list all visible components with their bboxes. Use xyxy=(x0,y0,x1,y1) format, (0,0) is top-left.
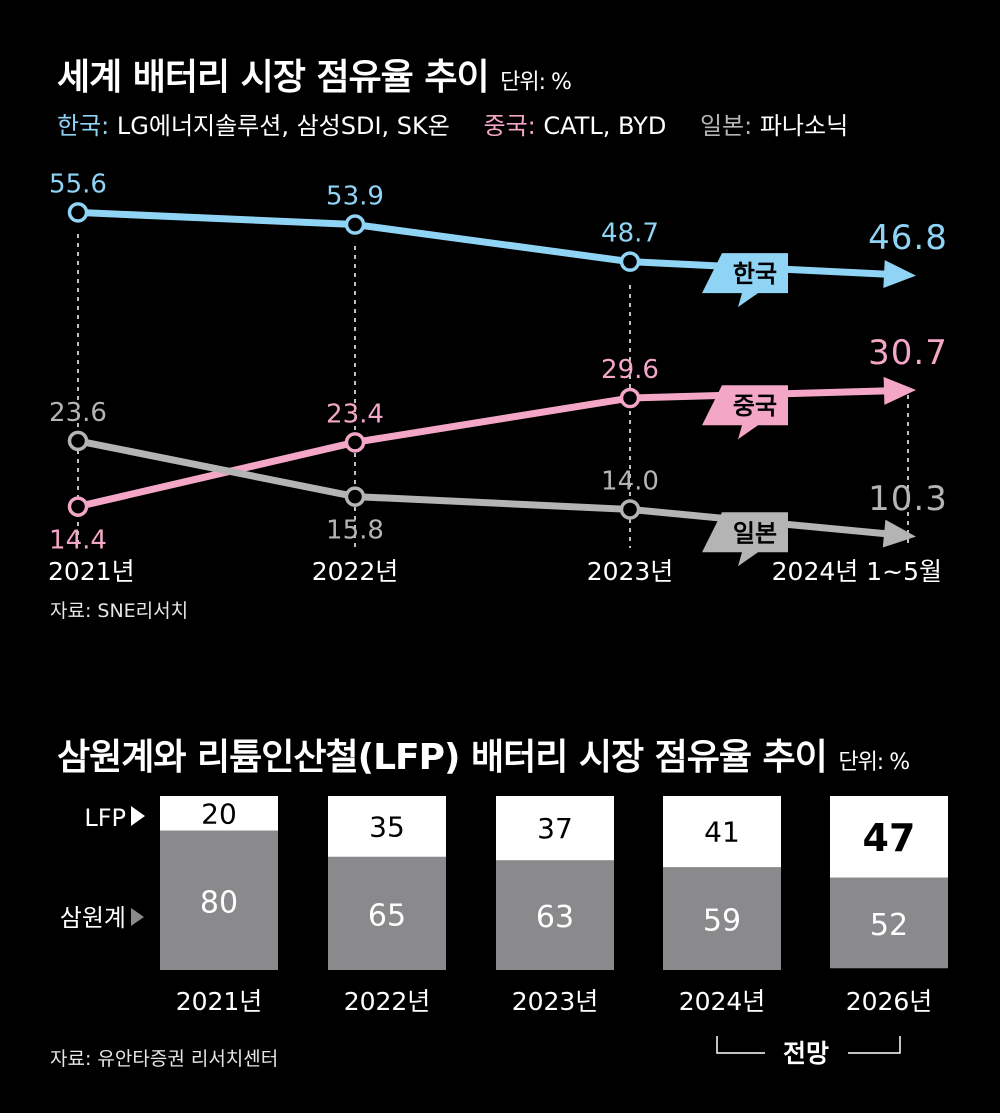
series-arrow-china xyxy=(883,376,916,405)
legend-china: 중국: CATL, BYD xyxy=(484,112,674,140)
data-point-china-0 xyxy=(67,496,89,517)
forecast-bracket xyxy=(716,1036,901,1054)
bar-label-ncm-4: 52 xyxy=(870,908,908,943)
chart2-unit: 단위: % xyxy=(838,750,910,775)
series-tag-korea xyxy=(702,253,788,308)
series-arrow-korea xyxy=(883,260,916,289)
data-label-korea-3: 46.8 xyxy=(868,218,948,258)
legend-korea-group: 한국: xyxy=(57,112,110,140)
data-point-korea-2 xyxy=(619,251,641,272)
bar-label-lfp-3: 41 xyxy=(704,816,740,849)
bar-segment-ncm-2 xyxy=(496,860,614,970)
data-label-japan-0: 23.6 xyxy=(49,398,107,428)
data-label-china-2: 29.6 xyxy=(601,355,659,385)
bar-label-ncm-1: 65 xyxy=(368,898,406,933)
data-point-korea-0 xyxy=(67,202,89,223)
legend-china-members: CATL, BYD xyxy=(543,112,667,140)
forecast-label: 전망 xyxy=(783,1039,829,1068)
x-tick-label-2: 2023년 xyxy=(587,557,674,586)
series-tag-label-china: 중국 xyxy=(733,392,777,420)
x-tick-label-bar-4: 2026년 xyxy=(846,987,933,1016)
data-label-korea-2: 48.7 xyxy=(601,219,659,249)
row-label-lfp: LFP xyxy=(84,804,126,832)
row-arrow-lfp-icon xyxy=(131,806,145,826)
x-tick-label-bar-3: 2024년 xyxy=(679,987,766,1016)
line-chart: 55.6 53.9 48.7 46.8 한국 14.4 23.4 29.6 30.7 중국 23.6… xyxy=(48,169,948,586)
chart1-unit: 단위: % xyxy=(500,70,572,95)
bar-segment-lfp-1 xyxy=(328,796,446,857)
x-tick-label-1: 2022년 xyxy=(312,557,399,586)
chart2-source: 자료: 유안타증권 리서치센터 xyxy=(50,1048,279,1070)
series-tag-label-japan: 일본 xyxy=(733,519,777,547)
x-tick-label-3: 2024년 1~5월 xyxy=(772,557,942,586)
bar-label-lfp-1: 35 xyxy=(369,810,405,843)
chart2-title: 삼원계와 리튬인산철(LFP) 배터리 시장 점유율 추이 단위: % xyxy=(57,737,910,778)
series-tag-japan xyxy=(702,512,788,567)
bar-label-ncm-3: 59 xyxy=(703,904,741,939)
data-label-japan-3: 10.3 xyxy=(868,479,948,519)
bar-label-ncm-0: 80 xyxy=(200,885,238,920)
data-point-china-2 xyxy=(619,387,641,409)
bar-label-lfp-0: 20 xyxy=(201,797,237,830)
series-arrow-japan xyxy=(882,519,916,548)
chart1-source: 자료: SNE리서치 xyxy=(50,600,189,622)
data-point-japan-2 xyxy=(619,499,641,520)
data-label-japan-1: 15.8 xyxy=(326,516,384,546)
bar-segment-ncm-4 xyxy=(830,877,948,969)
series-tag-china xyxy=(702,385,788,440)
legend-korea-members: LG에너지솔루션, 삼성SDI, SK온 xyxy=(116,112,450,140)
data-label-china-1: 23.4 xyxy=(326,399,384,429)
legend-japan: 일본: 파나소닉 xyxy=(700,112,848,140)
chart1-legend: 한국: LG에너지솔루션, 삼성SDI, SK온 중국: CATL, BYD 일… xyxy=(57,106,848,141)
bar-segment-lfp-0 xyxy=(160,796,278,831)
data-point-korea-1 xyxy=(344,214,366,235)
bar-label-ncm-2: 63 xyxy=(536,900,574,935)
data-label-korea-1: 53.9 xyxy=(326,182,384,212)
x-tick-label-0: 2021년 xyxy=(48,557,135,586)
series-tag-label-korea: 한국 xyxy=(733,260,777,288)
chart1-title: 세계 배터리 시장 점유율 추이 단위: % xyxy=(57,57,572,98)
data-label-china-3: 30.7 xyxy=(868,333,948,373)
bar-segment-ncm-0 xyxy=(160,830,278,970)
data-point-japan-1 xyxy=(344,486,366,507)
legend-japan-members: 파나소닉 xyxy=(759,112,849,140)
row-label-ncm: 삼원계 xyxy=(60,904,126,932)
legend-china-group: 중국: xyxy=(483,112,536,140)
data-point-china-1 xyxy=(344,432,366,453)
x-tick-label-bar-2: 2023년 xyxy=(512,987,599,1016)
data-label-japan-2: 14.0 xyxy=(601,466,659,496)
data-label-korea-0: 55.6 xyxy=(49,169,107,199)
data-point-japan-0 xyxy=(67,430,89,452)
x-tick-label-bar-0: 2021년 xyxy=(176,987,263,1016)
bar-label-lfp-4: 47 xyxy=(863,816,916,860)
row-arrow-ncm-icon xyxy=(131,908,144,926)
legend-japan-group: 일본: xyxy=(699,112,753,140)
bar-label-lfp-2: 37 xyxy=(537,812,573,845)
data-label-china-0: 14.4 xyxy=(49,526,107,556)
bar-segment-ncm-3 xyxy=(663,867,781,970)
x-tick-label-bar-1: 2022년 xyxy=(344,987,431,1016)
bar-segment-lfp-3 xyxy=(663,796,781,868)
bar-segment-lfp-2 xyxy=(496,796,614,861)
bar-segment-ncm-1 xyxy=(328,856,446,970)
bar-segment-lfp-4 xyxy=(830,796,948,878)
legend-korea: 한국: LG에너지솔루션, 삼성SDI, SK온 xyxy=(57,112,458,140)
